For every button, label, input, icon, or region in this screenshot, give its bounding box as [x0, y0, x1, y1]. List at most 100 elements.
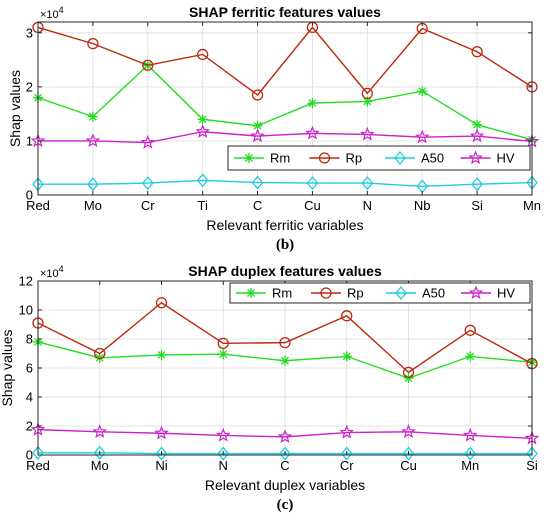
x-tick-label: Red: [26, 458, 50, 473]
data-point-rm-ni-shape: [156, 349, 167, 360]
data-point-rm-si-shape: [472, 119, 483, 130]
legend-marker-rm-shape: [246, 288, 256, 298]
x-tick-label: Nb: [414, 198, 431, 213]
data-point-rp-n: [217, 337, 229, 350]
data-point-hv-c-shape: [277, 429, 293, 444]
x-tick-label: Mo: [84, 198, 102, 213]
data-point-rm-ti-shape: [197, 114, 208, 125]
y-tick-label: 3: [26, 25, 33, 40]
legend-label-hv: HV: [497, 286, 515, 301]
legend-marker-rm: [246, 288, 256, 298]
x-tick-label: Mn: [523, 198, 541, 213]
series-line-hv: [38, 131, 533, 144]
data-point-hv-si: [469, 128, 485, 143]
series-line-rp: [37, 26, 533, 96]
data-point-a50-red: [32, 445, 44, 460]
data-point-rp-c: [251, 89, 264, 101]
data-point-rp-n: [361, 87, 373, 100]
data-point-a50-cu: [402, 446, 415, 461]
data-point-hv-ti-shape: [195, 124, 210, 138]
legend-marker-rp: [320, 287, 332, 299]
data-point-a50-n: [217, 446, 230, 461]
x-axis-label: Relevant ferritic variables: [206, 217, 363, 233]
data-point-hv-cu-shape: [305, 125, 320, 140]
data-point-rp-c: [279, 336, 291, 349]
data-point-hv-cu: [401, 424, 416, 438]
panel-label: (b): [276, 237, 294, 253]
data-point-rp-mo-shape: [94, 347, 106, 360]
legend-marker-rm: [244, 153, 254, 163]
legend-label-hv: HV: [497, 151, 515, 166]
data-point-rm-ni: [156, 349, 167, 360]
x-tick-label: Red: [26, 198, 50, 213]
data-point-rp-ti: [197, 48, 209, 61]
data-point-rp-cr: [341, 310, 353, 322]
data-point-a50-c: [279, 446, 291, 461]
y-tick-label: 1: [26, 133, 33, 148]
x-tick-label: Ti: [197, 198, 207, 213]
data-point-rm-mo: [87, 111, 98, 122]
x-tick-label: Mn: [461, 458, 479, 473]
y-tick-label: 12: [19, 274, 33, 289]
data-point-a50-mo: [93, 445, 106, 460]
data-point-a50-mo: [87, 177, 99, 192]
data-point-a50-cu: [306, 176, 319, 191]
data-point-hv-c: [277, 429, 293, 444]
data-point-rm-c: [280, 355, 290, 366]
data-point-a50-cr-shape: [340, 446, 353, 461]
data-point-a50-ti-shape: [196, 173, 209, 188]
y-tick-label: 8: [26, 332, 33, 347]
data-point-rm-si: [472, 119, 483, 130]
x-tick-label: N: [219, 458, 228, 473]
data-point-a50-cr: [340, 446, 353, 461]
data-point-hv-cr: [339, 424, 355, 439]
data-point-rp-ni: [155, 297, 168, 309]
chart-panel-1: Red Mo Cr Ti C Cu N Nb Si Mn 0 1 2 3 ×104 SHAP ferritic…: [7, 4, 541, 253]
data-point-a50-mo-shape: [93, 445, 106, 460]
panel-label: (c): [277, 497, 294, 513]
x-tick-label: Ni: [155, 458, 167, 473]
legend-marker-hv: [468, 150, 483, 165]
data-point-rp-mn-shape: [464, 324, 476, 336]
data-point-rp-cr-shape: [341, 310, 353, 322]
y-exponent-label: ×104: [40, 264, 64, 280]
x-tick-label: Cr: [340, 458, 354, 473]
x-tick-label: Si: [471, 198, 483, 213]
data-point-hv-ti: [195, 124, 210, 138]
y-tick-label: 0: [26, 188, 33, 203]
data-point-a50-c: [251, 175, 264, 190]
data-point-hv-n: [215, 427, 231, 442]
data-point-rp-ti-shape: [197, 48, 209, 61]
data-point-a50-cu-shape: [402, 446, 415, 461]
chart-panel-2: Red Mo Ni N C Cr Cu Mn Si 0 2 4 6 8 10 12 ×104 SHAP duple…: [0, 263, 540, 513]
y-tick-label: 2: [26, 419, 33, 434]
data-point-hv-nb: [414, 129, 430, 144]
data-point-hv-nb-shape: [414, 129, 430, 144]
x-axis-label: Relevant duplex variables: [205, 477, 365, 493]
data-point-rm-mn-shape: [465, 351, 476, 362]
data-point-rp-mn: [464, 324, 476, 336]
x-tick-label: Mo: [91, 458, 109, 473]
chart-title: SHAP duplex features values: [188, 263, 382, 279]
y-exponent-label: ×104: [40, 5, 64, 21]
data-point-hv-n: [360, 126, 375, 141]
data-point-hv-mo-shape: [92, 424, 108, 438]
data-point-hv-mn-shape: [462, 427, 478, 442]
data-point-a50-n-shape: [217, 446, 230, 461]
data-point-rp-si-shape: [471, 46, 483, 58]
data-point-a50-si-shape: [526, 446, 538, 461]
legend-label-a50: A50: [421, 151, 444, 166]
data-point-rp-mo: [94, 347, 106, 360]
x-tick-label: Cr: [141, 198, 155, 213]
data-point-a50-c-shape: [251, 175, 264, 190]
data-point-hv-mn: [462, 427, 478, 442]
data-point-rp-n-shape: [361, 87, 373, 100]
y-tick-label: 10: [19, 303, 33, 318]
data-point-rm-n: [362, 96, 373, 107]
legend-marker-a50: [395, 285, 407, 301]
data-point-a50-n-shape: [361, 176, 374, 191]
data-point-hv-cr: [140, 134, 156, 149]
data-point-a50-mn: [464, 446, 477, 461]
data-point-a50-si: [471, 177, 483, 192]
